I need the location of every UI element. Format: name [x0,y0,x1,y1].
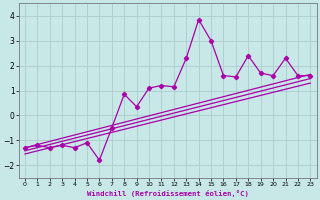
X-axis label: Windchill (Refroidissement éolien,°C): Windchill (Refroidissement éolien,°C) [87,190,249,197]
